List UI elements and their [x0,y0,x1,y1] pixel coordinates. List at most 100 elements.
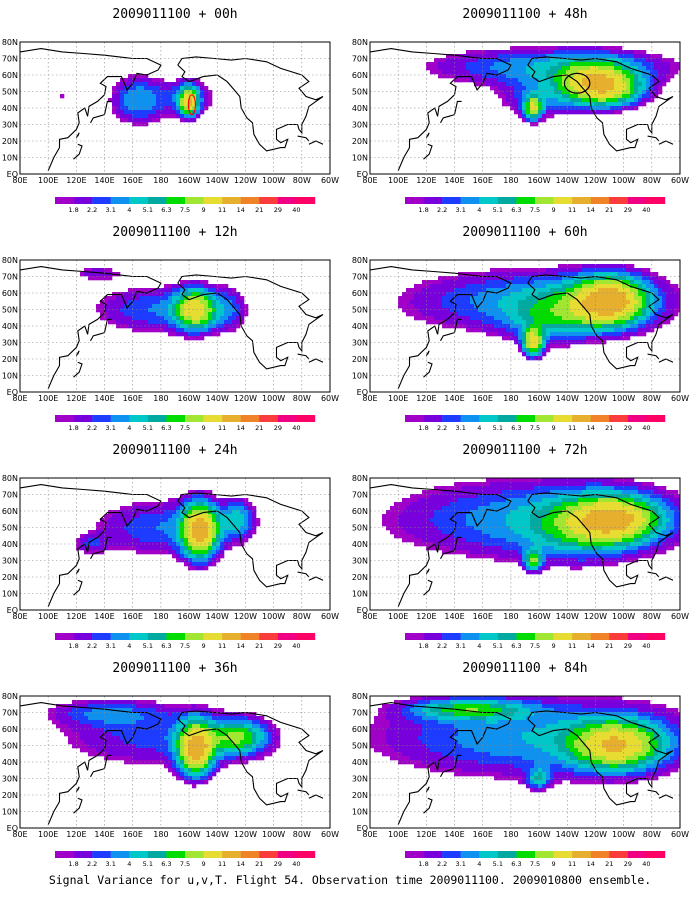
colorbar-swatch [259,851,279,858]
lat-tick-label: 30N [352,775,368,784]
colorbar-label: 29 [274,642,282,650]
colorbar-swatch [442,197,461,204]
colorbar-swatch [479,851,499,858]
lat-tick-label: 20N [352,137,368,146]
colorbar-label: 21 [605,424,613,432]
lat-tick-label: 40N [2,758,18,767]
lat-tick-label: 80N [352,474,368,483]
colorbar-swatch [609,851,629,858]
lat-tick-label: EQ [357,606,368,615]
lat-tick-label: 10N [352,154,368,163]
colorbar-swatch [110,415,130,422]
lon-tick-label: 60W [321,176,339,185]
lat-tick-label: EQ [7,606,18,615]
lon-tick-label: 140E [94,830,114,839]
lat-tick-label: 60N [352,507,368,516]
lon-tick-label: 80W [643,612,661,621]
lat-tick-label: 70N [352,709,368,718]
colorbar-swatch [240,633,260,640]
lon-tick-label: 60W [671,176,689,185]
lon-tick-label: 80W [293,612,311,621]
colorbar-label: 1.8 [418,206,428,214]
colorbar-swatch [203,851,223,858]
colorbar-swatch [185,415,204,422]
lat-tick-label: 70N [2,55,18,64]
lon-tick-label: 120W [584,394,607,403]
colorbar: 1.8 2.2 3.1 4 5.1 6.3 7.5 9 11 14 21 29 40 [405,851,666,868]
lon-tick-label: 120W [584,830,607,839]
colorbar-label: 29 [624,206,632,214]
colorbar-swatch [277,851,297,858]
colorbar-label: 9 [552,206,556,214]
lat-tick-label: 20N [352,573,368,582]
colorbar-label: 21 [255,206,263,214]
colorbar-swatch [479,633,499,640]
colorbar-swatch [553,633,573,640]
lon-tick-label: 100E [38,830,58,839]
lon-tick-label: 100E [388,176,408,185]
colorbar-swatch [222,633,241,640]
lon-tick-label: 120E [66,830,86,839]
lon-tick-label: 160W [527,394,550,403]
lon-tick-label: 120W [234,612,257,621]
colorbar-swatch [516,197,536,204]
lon-tick-label: 160W [177,830,200,839]
colorbar-swatch [129,851,149,858]
colorbar-label: 9 [552,424,556,432]
colorbar-swatch [277,415,297,422]
lat-tick-label: 20N [2,355,18,364]
colorbar-swatch [609,633,629,640]
colorbar-swatch [405,197,424,204]
panel-title: 2009011100 + 24h [112,443,238,458]
lon-tick-label: 80W [293,830,311,839]
colorbar-swatch [185,197,204,204]
panel-title: 2009011100 + 00h [112,7,238,22]
lon-tick-label: 140E [444,612,464,621]
colorbar-label: 4 [127,642,131,650]
colorbar-label: 7.5 [180,642,190,650]
colorbar-label: 5.1 [493,860,503,868]
colorbar-swatch [442,415,461,422]
colorbar-label: 2.2 [87,206,97,214]
colorbar-swatch [55,197,74,204]
lon-tick-label: 80E [362,176,377,185]
colorbar-label: 1.8 [68,424,78,432]
colorbar-label: 40 [642,206,650,214]
colorbar-swatch [572,197,591,204]
lon-tick-label: 160W [177,176,200,185]
colorbar-swatch [590,197,610,204]
colorbar-swatch [73,415,93,422]
colorbar-swatch [147,415,167,422]
lon-tick-label: 100E [38,612,58,621]
lat-tick-label: 50N [352,524,368,533]
colorbar-label: 1.8 [68,860,78,868]
colorbar: 1.8 2.2 3.1 4 5.1 6.3 7.5 9 11 14 21 29 40 [405,197,666,214]
colorbar-label: 21 [605,206,613,214]
coastlines [20,266,324,389]
lon-tick-label: 80E [362,612,377,621]
lon-tick-label: 120E [66,612,86,621]
colorbar-label: 1.8 [418,642,428,650]
colorbar-swatch [222,851,241,858]
colorbar-label: 6.3 [511,642,521,650]
colorbar-swatch [497,633,517,640]
colorbar-swatch [535,415,554,422]
lon-tick-label: 100E [388,394,408,403]
colorbar-swatch [277,633,297,640]
colorbar-swatch [442,633,461,640]
lat-tick-label: 70N [2,491,18,500]
colorbar-label: 7.5 [180,206,190,214]
colorbar-swatch [553,197,573,204]
lon-tick-label: 60W [321,394,339,403]
figure-caption: Signal Variance for u,v,T. Flight 54. Ob… [48,873,652,887]
lat-tick-label: 50N [2,742,18,751]
lon-tick-label: 120W [234,394,257,403]
lon-tick-label: 80E [12,612,27,621]
colorbar-label: 5.1 [493,424,503,432]
panel-title: 2009011100 + 12h [112,225,238,240]
colorbar-label: 3.1 [456,424,466,432]
colorbar-label: 6.3 [511,206,521,214]
lat-tick-label: 10N [352,372,368,381]
lat-tick-label: 60N [352,71,368,80]
